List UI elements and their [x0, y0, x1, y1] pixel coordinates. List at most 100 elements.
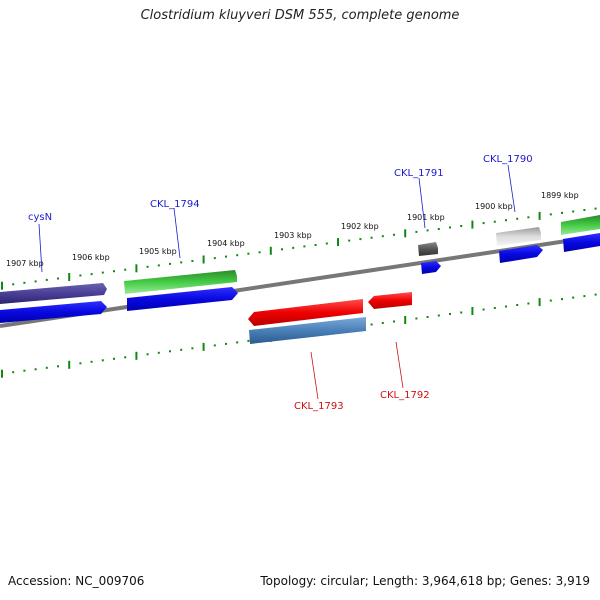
minor-tick: [449, 226, 451, 229]
minor-tick: [415, 230, 418, 233]
minor-tick: [23, 281, 26, 284]
minor-tick: [169, 262, 171, 265]
minor-tick: [34, 368, 37, 371]
major-tick: [1, 369, 3, 378]
cds-right-edge[interactable]: [563, 233, 600, 252]
minor-tick: [236, 341, 239, 344]
minor-tick: [482, 222, 485, 225]
cds-cysN[interactable]: [0, 301, 107, 323]
kbp-label: 1903 kbp: [274, 231, 312, 240]
minor-tick: [527, 302, 530, 305]
minor-tick: [146, 353, 149, 356]
minor-tick: [482, 308, 485, 311]
kbp-label: 1901 kbp: [407, 213, 445, 222]
minor-tick: [393, 320, 395, 323]
minor-tick: [381, 322, 384, 324]
minor-tick: [583, 209, 586, 211]
minor-tick: [258, 251, 261, 254]
minor-tick: [34, 280, 37, 283]
minor-tick: [460, 225, 463, 227]
gene-CKL_1794[interactable]: [124, 270, 237, 294]
major-tick: [1, 281, 3, 290]
minor-tick: [549, 213, 552, 216]
minor-tick: [594, 293, 597, 296]
minor-tick: [594, 207, 597, 210]
gene-label-CKL_1793[interactable]: CKL_1793: [294, 401, 344, 412]
leader-CKL_1793: [310, 351, 319, 400]
kbp-label: 1902 kbp: [341, 222, 379, 231]
kbp-labels: 1907 kbp 1906 kbp 1905 kbp 1904 kbp 1903…: [6, 191, 579, 268]
minor-tick: [292, 246, 295, 249]
minor-tick: [213, 344, 216, 347]
minor-tick: [370, 236, 373, 239]
gene-CKL_1792[interactable]: [368, 292, 412, 309]
minor-tick: [113, 357, 115, 360]
accession-text: Accession: NC_009706: [8, 574, 145, 588]
minor-tick: [437, 314, 440, 317]
minor-tick: [572, 296, 575, 299]
major-tick: [68, 273, 71, 281]
minor-tick: [516, 217, 519, 220]
gene-CKL_1793[interactable]: [248, 299, 363, 326]
major-tick: [337, 238, 339, 247]
major-tick: [404, 229, 407, 238]
major-tick: [202, 342, 205, 351]
minor-tick: [90, 360, 93, 363]
cds-CKL_1790[interactable]: [499, 245, 543, 263]
minor-tick: [90, 273, 93, 276]
gene-label-CKL_1794[interactable]: CKL_1794: [150, 199, 200, 210]
minor-tick: [359, 238, 362, 241]
minor-tick: [527, 216, 530, 219]
minor-tick: [45, 278, 48, 281]
major-tick: [202, 255, 205, 264]
kbp-label: 1900 kbp: [475, 202, 513, 211]
minor-tick: [247, 339, 250, 342]
kbp-label: 1904 kbp: [207, 239, 245, 248]
minor-tick: [113, 270, 115, 273]
minor-tick: [124, 356, 127, 359]
gene-label-cysN[interactable]: cysN: [28, 212, 52, 223]
minor-tick: [225, 342, 227, 345]
minor-tick: [505, 305, 507, 308]
minor-tick: [393, 233, 395, 236]
minor-tick: [516, 304, 519, 306]
leader-CKL_1792: [395, 341, 404, 389]
gene-label-CKL_1791[interactable]: CKL_1791: [394, 168, 444, 179]
minor-tick: [191, 347, 194, 350]
minor-tick: [146, 265, 149, 268]
minor-tick: [460, 311, 463, 314]
cds-CKL_1794[interactable]: [127, 287, 238, 311]
cds-CKL_1791[interactable]: [421, 261, 441, 274]
minor-tick: [449, 313, 451, 315]
minor-tick: [426, 229, 429, 232]
gene-labels: cysN CKL_1794 CKL_1791 CKL_1790 CKL_1793…: [28, 154, 533, 412]
minor-tick: [381, 235, 384, 238]
gene-cysN[interactable]: [0, 283, 107, 304]
minor-tick: [281, 248, 283, 251]
major-tick: [269, 246, 272, 255]
minor-tick: [101, 359, 104, 362]
minor-tick: [79, 274, 82, 277]
label-leaders: [38, 164, 516, 400]
minor-tick: [415, 317, 418, 320]
minor-tick: [157, 351, 160, 354]
gene-label-CKL_1792[interactable]: CKL_1792: [380, 390, 430, 401]
gene-right-edge[interactable]: [561, 215, 600, 235]
gene-CKL_1790[interactable]: [496, 227, 541, 246]
gene-label-CKL_1790[interactable]: CKL_1790: [483, 154, 533, 165]
minor-tick: [561, 298, 563, 301]
major-tick: [538, 211, 541, 220]
minor-tick: [157, 264, 160, 267]
major-tick: [135, 351, 138, 360]
gene-CKL_1791[interactable]: [418, 242, 438, 256]
leader-cysN: [38, 223, 43, 273]
minor-tick: [79, 362, 82, 365]
leader-CKL_1791: [418, 177, 426, 229]
minor-tick: [426, 316, 429, 318]
cds-CKL_1793[interactable]: [249, 317, 366, 344]
kbp-label: 1906 kbp: [72, 253, 110, 262]
kbp-label: 1907 kbp: [6, 259, 44, 268]
kbp-label: 1899 kbp: [541, 191, 579, 200]
minor-tick: [191, 260, 194, 262]
